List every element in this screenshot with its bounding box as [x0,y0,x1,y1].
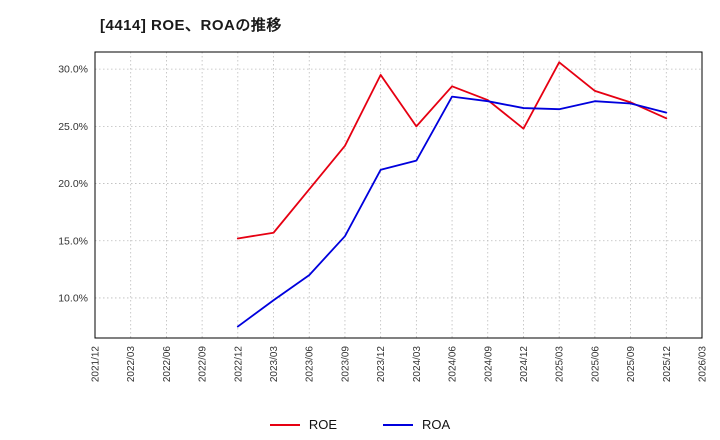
roa-line [236,95,668,328]
roe-line-swatch [269,423,300,426]
x-axis-label: 2024/03 [412,346,423,383]
y-axis-label: 30.0% [58,64,88,76]
plot-area: 2021/12 2022/03 2022/06 2022/09 2022/12 2023/… [58,51,709,383]
x-axis-label: 2022/12 [233,346,244,383]
x-axis-label: 2022/06 [162,346,173,383]
legend-item-roa: ROA [383,417,450,432]
legend-item-roe: ROE [269,417,337,432]
x-axis-label: 2022/03 [126,346,137,383]
legend-label-roe: ROE [308,417,337,432]
x-axis-label: 2024/09 [483,346,494,383]
plot-border [94,51,703,339]
y-axis-label: 15.0% [58,235,88,247]
chart-title: [4414] ROE、ROAの推移 [100,17,282,34]
x-axis-label: 2025/12 [662,346,673,383]
y-axis-label: 10.0% [58,292,88,304]
roe-line [236,61,668,240]
x-axis-label: 2024/12 [519,346,530,383]
x-axis-label: 2025/03 [555,346,566,383]
x-axis-label: 2023/12 [376,346,387,383]
y-axis-label: 25.0% [58,121,88,133]
x-axis-label: 2026/03 [698,346,709,383]
x-axis-label: 2025/06 [590,346,601,383]
y-axis-label: 20.0% [58,178,88,190]
legend-label-roa: ROA [422,417,451,432]
x-axis-label: 2023/06 [305,346,316,383]
x-axis-label: 2023/03 [269,346,280,383]
x-axis-label: 2023/09 [340,346,351,383]
roa-line-swatch [383,423,413,426]
x-axis-label: 2021/12 [91,346,102,383]
x-axis-label: 2024/06 [448,346,459,383]
legend: ROE ROA [0,417,720,432]
x-axis-label: 2022/09 [198,346,209,383]
x-axis-label: 2025/09 [626,346,637,383]
